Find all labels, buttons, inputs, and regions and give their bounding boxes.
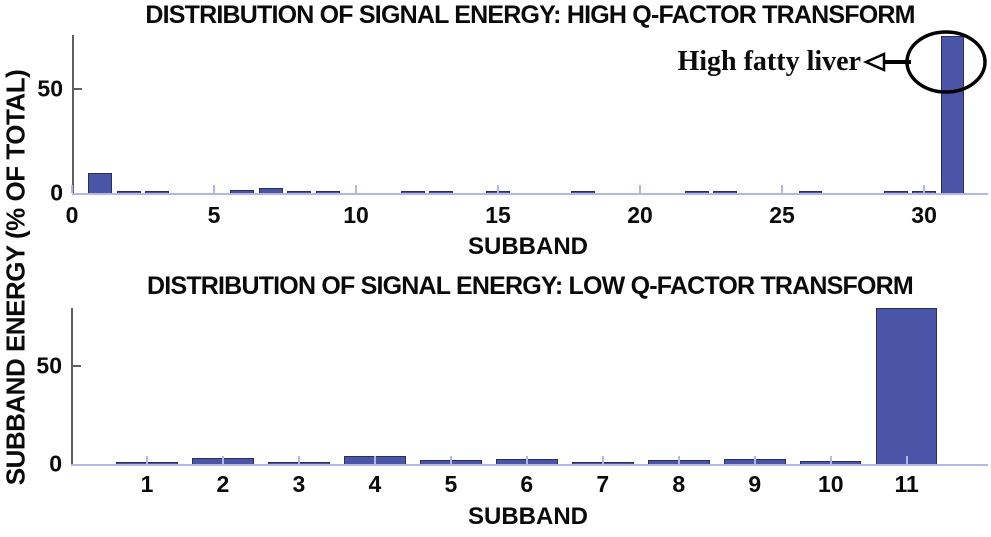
bottom-chart-x-tick-label: 3 xyxy=(292,471,306,497)
bottom-chart-x-tick-label: 10 xyxy=(817,471,844,497)
bottom-chart-x-tick-label: 8 xyxy=(672,471,686,497)
top-chart-bar-subband-7 xyxy=(258,188,283,193)
annotation-label: High fatty liver xyxy=(677,46,861,77)
top-chart-x-tick xyxy=(213,185,215,193)
bottom-chart-x-tick xyxy=(753,456,756,464)
bottom-chart-x-tick xyxy=(905,456,908,464)
top-chart-x-tick-label: 20 xyxy=(627,202,653,228)
bottom-chart-x-tick-label: 7 xyxy=(596,471,610,497)
bottom-chart-x-tick-label: 9 xyxy=(748,471,762,497)
top-chart-y-tick-label: 0 xyxy=(50,179,63,206)
top-chart-bar-subband-12 xyxy=(400,190,425,193)
top-chart-y-spine xyxy=(72,35,74,193)
top-chart-x-tick-label: 5 xyxy=(207,202,221,228)
bottom-chart-x-tick xyxy=(145,456,148,464)
top-chart-bar-subband-29 xyxy=(883,190,908,193)
top-chart-bar-subband-18 xyxy=(571,190,596,193)
bottom-chart-x-tick xyxy=(449,456,452,464)
bottom-chart-x-tick xyxy=(525,456,528,464)
bottom-chart-plot-area xyxy=(71,308,988,466)
bottom-chart-x-tick xyxy=(373,456,376,464)
top-chart-x-axis-label: SUBBAND xyxy=(468,233,588,260)
bottom-chart-x-tick-label: 1 xyxy=(140,471,154,497)
top-chart-x-tick xyxy=(781,185,784,193)
bottom-chart-x-tick xyxy=(677,456,680,464)
top-chart-bar-subband-6 xyxy=(230,190,255,193)
top-chart-bar-subband-1 xyxy=(88,173,113,193)
y-axis-label: SUBBAND ENERGY (% OF TOTAL) xyxy=(0,69,31,486)
top-chart-x-tick xyxy=(639,185,642,193)
top-chart-bar-subband-8 xyxy=(287,190,312,193)
top-chart-x-axis-line xyxy=(72,193,988,195)
bottom-chart-x-tick xyxy=(221,456,224,464)
top-chart-bar-subband-2 xyxy=(116,190,141,193)
top-chart-bar-subband-26 xyxy=(798,190,823,193)
bottom-chart-x-tick xyxy=(297,456,300,464)
top-chart-y-tick-label: 50 xyxy=(37,75,63,102)
bottom-chart-x-axis-line xyxy=(71,464,988,466)
bottom-chart-x-tick xyxy=(601,456,604,464)
bottom-chart-x-tick-label: 11 xyxy=(894,471,919,497)
bottom-chart-y-tick-label: 50 xyxy=(36,352,62,379)
bottom-chart-x-tick-label: 6 xyxy=(520,471,534,497)
top-chart-title: DISTRIBUTION OF SIGNAL ENERGY: HIGH Q-FA… xyxy=(145,1,915,29)
bottom-chart-x-tick-label: 2 xyxy=(216,471,230,497)
top-chart-x-tick-label: 15 xyxy=(485,202,511,228)
bottom-chart-x-tick xyxy=(829,456,832,464)
bottom-chart-y-tick-label: 0 xyxy=(49,450,62,477)
top-chart-bar-subband-22 xyxy=(684,190,709,193)
bottom-chart-y-tick xyxy=(73,364,81,367)
top-chart-x-tick xyxy=(923,185,926,193)
bottom-chart-x-axis-label: SUBBAND xyxy=(468,503,588,530)
top-chart-x-tick-label: 30 xyxy=(911,202,937,228)
top-chart-x-tick-label: 10 xyxy=(343,202,369,228)
top-chart-x-tick-label: 0 xyxy=(65,202,79,228)
top-chart-y-tick xyxy=(74,88,82,91)
bottom-chart-x-tick-label: 4 xyxy=(368,471,382,497)
bottom-chart-y-spine xyxy=(71,308,73,464)
top-chart-bar-subband-9 xyxy=(315,190,340,193)
top-chart-bar-subband-3 xyxy=(145,190,170,193)
top-chart-bar-subband-13 xyxy=(429,190,454,193)
top-chart-x-tick xyxy=(497,185,500,193)
top-chart-x-tick xyxy=(71,185,73,193)
top-chart-bar-subband-23 xyxy=(713,190,738,193)
top-chart-x-tick-label: 25 xyxy=(769,202,795,228)
bottom-chart-title: DISTRIBUTION OF SIGNAL ENERGY: LOW Q-FAC… xyxy=(147,272,914,300)
top-chart-bar-subband-31 xyxy=(940,36,965,193)
bottom-chart-x-tick-label: 5 xyxy=(444,471,458,497)
bottom-chart-bar-subband-11 xyxy=(875,308,938,464)
top-chart-x-tick xyxy=(355,185,358,193)
